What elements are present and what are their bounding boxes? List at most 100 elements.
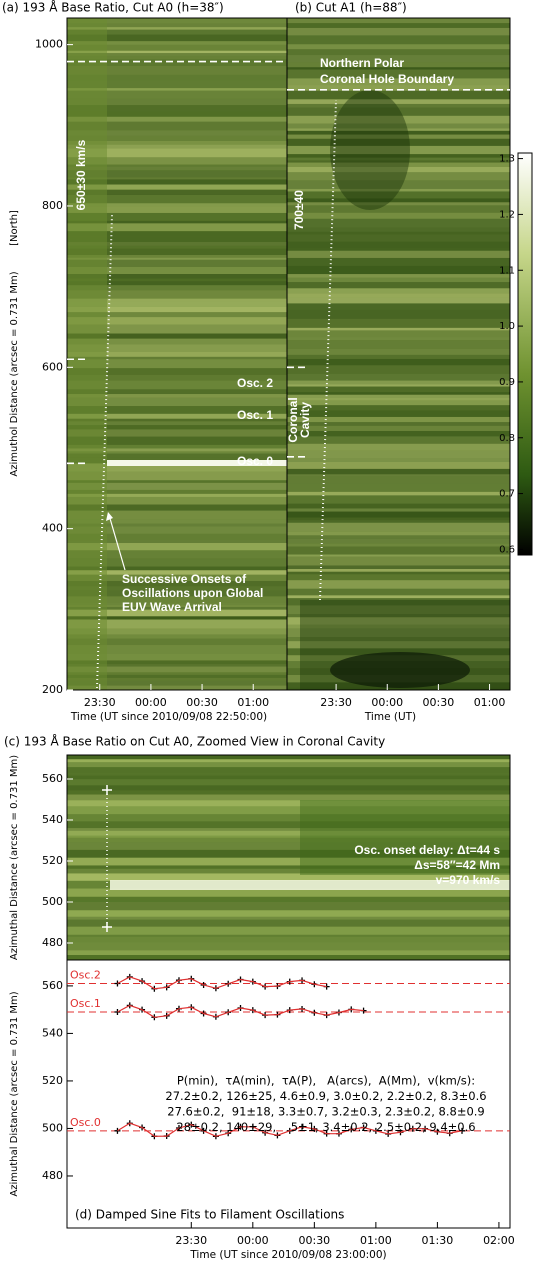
heatmap-stripe	[67, 281, 287, 286]
fit-parameters: P(min), τA(min), τA(P), A(arcs), A(Mm), …	[177, 1074, 475, 1088]
heatmap-stripe	[287, 297, 510, 304]
x-tick-label: 00:30	[298, 1234, 330, 1247]
heatmap-stripe	[67, 533, 287, 541]
heatmap-stripe	[67, 34, 287, 42]
heatmap-stripe	[67, 916, 510, 920]
heatmap-stripe	[287, 556, 510, 566]
x-tick-label: 02:00	[483, 1234, 515, 1247]
heatmap-stripe	[67, 105, 287, 112]
heatmap-stripe	[67, 653, 287, 661]
heatmap-stripe	[287, 380, 510, 385]
heatmap-stripe	[67, 338, 287, 345]
heatmap-stripe	[67, 111, 287, 117]
heatmap-stripe	[67, 767, 510, 774]
heatmap-stripe	[67, 566, 287, 571]
annotation: Northern Polar	[320, 56, 404, 70]
heatmap-stripe	[67, 278, 287, 282]
onset-front	[96, 214, 113, 689]
heatmap-stripe	[287, 394, 510, 398]
y-tick-label: 480	[42, 936, 63, 949]
heatmap-stripe	[67, 660, 287, 665]
heatmap-stripe	[67, 344, 287, 352]
heatmap-stripe	[67, 448, 287, 452]
y-tick-label: 480	[42, 1169, 63, 1182]
heatmap-stripe	[67, 835, 510, 838]
annotation: EUV Wave Arrival	[122, 600, 222, 614]
heatmap-stripe	[67, 936, 510, 943]
fit-curve	[117, 976, 327, 990]
heatmap-stripe	[67, 619, 287, 629]
y-tick-label: 540	[42, 1026, 63, 1039]
heatmap-stripe	[287, 373, 510, 381]
heatmap-stripe	[67, 121, 287, 131]
heatmap-stripe	[67, 444, 287, 449]
y-tick-label: 1000	[35, 38, 63, 51]
heatmap-stripe	[67, 896, 510, 902]
panel-title: (d) Damped Sine Fits to Filament Oscilla…	[75, 1208, 344, 1222]
heatmap-stripe	[67, 266, 287, 274]
heatmap-stripe	[67, 212, 287, 221]
heatmap-stripe	[287, 354, 510, 359]
y-tick-label: 520	[42, 1074, 63, 1087]
onset-marker	[102, 785, 112, 932]
heatmap-stripe	[287, 78, 510, 86]
heatmap-stripe	[287, 241, 510, 248]
x-tick-label: 00:00	[237, 1234, 269, 1247]
heatmap-stripe	[287, 386, 510, 393]
heatmap-stripe	[67, 368, 287, 375]
heatmap-stripe	[287, 648, 510, 656]
heatmap-stripe	[287, 265, 510, 275]
heatmap-stripe	[287, 67, 510, 70]
heatmap-stripe	[67, 90, 287, 99]
heatmap-stripe	[287, 495, 510, 504]
x-tick-label: 00:30	[186, 696, 218, 709]
heatmap-stripe	[67, 259, 287, 267]
colorbar-tick-label: 0.7	[499, 489, 515, 500]
heatmap-stripe	[287, 491, 510, 496]
heatmap-stripe	[287, 337, 510, 341]
heatmap-stripe	[287, 145, 510, 155]
heatmap-stripe	[67, 664, 287, 667]
heatmap-stripe	[67, 677, 287, 681]
series-label: Osc.1	[70, 997, 101, 1010]
plot-frame	[66, 959, 511, 1229]
heatmap-stripe	[287, 569, 510, 572]
heatmap-image	[287, 18, 510, 690]
heatmap-stripe	[287, 416, 510, 423]
y-tick-label: 560	[42, 979, 63, 992]
heatmap-stripe	[287, 162, 510, 167]
heatmap-stripe	[287, 588, 510, 596]
heatmap-stripe	[67, 166, 287, 171]
heatmap-stripe	[67, 489, 287, 494]
series-label: Osc.2	[70, 969, 101, 982]
heatmap-stripe	[67, 223, 287, 232]
heatmap-stripe	[67, 638, 287, 646]
heatmap-stripe	[67, 680, 287, 686]
x-axis-label: Time (UT since 2010/09/08 22:50:00)	[70, 711, 267, 723]
heatmap-stripe	[67, 242, 287, 246]
heatmap-stripe	[287, 543, 510, 547]
dark-region	[300, 800, 510, 875]
heatmap-stripe	[287, 154, 510, 158]
y-tick-label: 500	[42, 1121, 63, 1134]
bright-band	[110, 880, 510, 890]
heatmap-stripe	[67, 504, 287, 511]
heatmap-stripe	[287, 397, 510, 401]
heatmap-stripe	[67, 628, 287, 635]
heatmap-stripe	[287, 614, 510, 618]
heatmap-stripe	[67, 926, 510, 935]
heatmap-stripe	[67, 333, 287, 339]
heatmap-stripe	[287, 27, 510, 36]
panel-title: (b) Cut A1 (h=88″)	[295, 1, 407, 15]
heatmap-stripe	[287, 641, 510, 649]
heatmap-stripe	[67, 604, 287, 608]
heatmap-stripe	[287, 123, 510, 129]
heatmap-stripe	[67, 493, 287, 497]
heatmap-stripe	[67, 857, 510, 866]
heatmap-stripe	[287, 430, 510, 437]
heatmap-stripe	[67, 496, 287, 505]
x-tick-label: 23:30	[320, 696, 352, 709]
heatmap-stripe	[67, 800, 510, 807]
heatmap-stripe	[287, 191, 510, 199]
heatmap-stripe	[67, 418, 287, 422]
